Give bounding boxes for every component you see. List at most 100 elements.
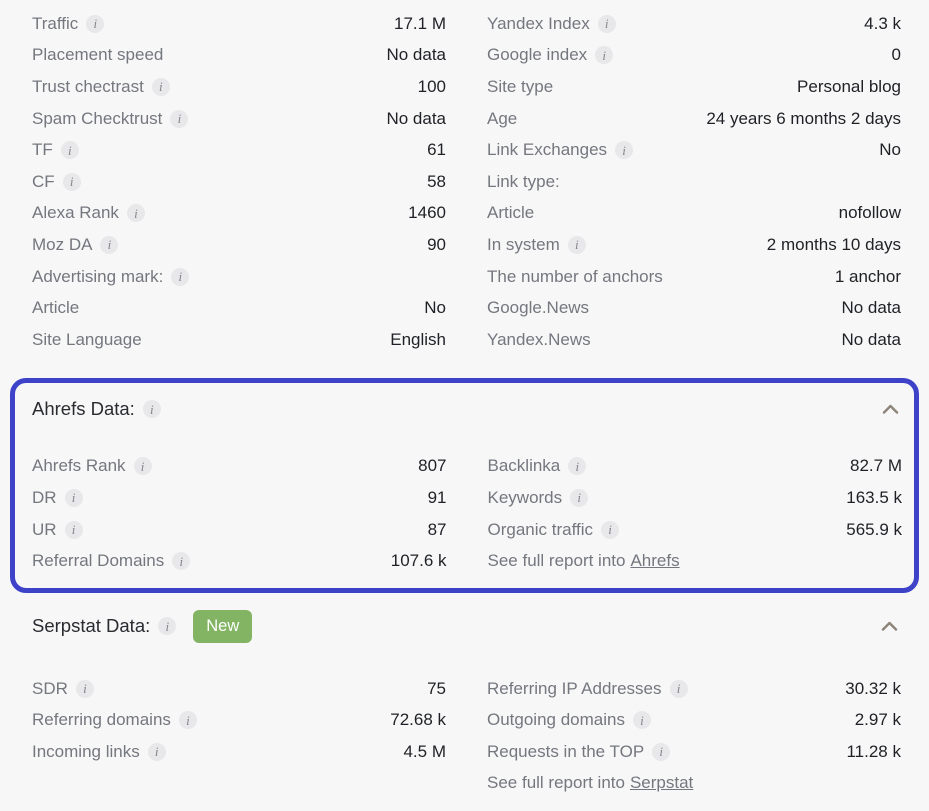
collapse-toggle[interactable] [878, 397, 902, 421]
metric-value: 90 [427, 234, 446, 254]
metric-label: DR [32, 487, 57, 507]
metric-row: Organic traffic i 565.9 k [487, 514, 902, 546]
info-icon[interactable]: i [170, 109, 189, 128]
metric-label: Backlinka [487, 456, 561, 476]
metric-row: Backlinka i 82.7 M [487, 451, 902, 483]
info-icon[interactable]: i [147, 742, 166, 761]
chevron-up-icon [882, 404, 898, 414]
metric-label: Link Exchanges [487, 140, 608, 160]
info-icon[interactable]: i [151, 77, 170, 96]
metric-label: The number of anchors [487, 266, 663, 286]
info-icon[interactable]: i [669, 679, 688, 698]
info-icon[interactable]: i [75, 679, 94, 698]
metric-label: Age [487, 108, 518, 128]
metric-value: 565.9 k [846, 519, 902, 539]
info-icon[interactable]: i [100, 235, 119, 254]
info-icon[interactable]: i [62, 172, 81, 191]
info-icon[interactable]: i [133, 457, 152, 476]
info-icon[interactable]: i [568, 457, 587, 476]
metric-value: 4.5 M [403, 741, 446, 761]
metric-row: Ahrefs Rank i 807 [32, 451, 447, 483]
info-icon[interactable]: i [597, 14, 616, 33]
ahrefs-data-section: Ahrefs Data: i Ahrefs Rank i 807 [10, 377, 919, 593]
metric-label: Organic traffic [487, 519, 594, 539]
info-icon[interactable]: i [615, 141, 634, 160]
metric-row: CF i 58 [32, 166, 446, 198]
metric-label: Requests in the TOP [487, 741, 645, 761]
collapse-toggle[interactable] [877, 614, 901, 638]
metric-label: Google index [487, 45, 588, 65]
info-icon[interactable]: i [178, 711, 197, 730]
metric-value: 107.6 k [390, 551, 447, 571]
metric-value: English [390, 329, 446, 349]
metric-row: Link Exchanges i No [487, 134, 901, 166]
metric-row: Referring IP Addresses i 30.32 k [487, 673, 901, 705]
metric-row: Google index i 0 [487, 40, 901, 72]
metric-row: Article i No [32, 292, 446, 324]
metric-row: Spam Checktrust i No data [32, 103, 446, 135]
metric-row: Advertising mark: i [32, 261, 446, 293]
info-icon[interactable]: i [126, 204, 145, 223]
metric-label: Ahrefs Rank [32, 456, 126, 476]
chevron-up-icon [881, 622, 897, 632]
metric-label: SDR [32, 678, 68, 698]
metric-value: No [424, 298, 446, 318]
serpstat-right-column: Referring IP Addresses i 30.32 k Outgoin… [487, 673, 901, 799]
ahrefs-report-row: See full report into Ahrefs [488, 545, 903, 577]
ahrefs-report-link[interactable]: Ahrefs [630, 551, 680, 571]
metric-row: Incoming links i 4.5 M [32, 736, 446, 768]
metric-label: Site type [487, 76, 554, 96]
info-icon[interactable]: i [86, 14, 105, 33]
metric-row: Trust chectrast i 100 [32, 71, 446, 103]
metric-row: Site type i Personal blog [487, 71, 901, 103]
metric-label: Spam Checktrust [32, 108, 163, 128]
metric-value: No data [841, 298, 901, 318]
info-icon[interactable]: i [601, 520, 620, 539]
metric-value: 72.68 k [390, 710, 446, 730]
metric-row: SDR i 75 [32, 673, 446, 705]
info-icon[interactable]: i [567, 235, 586, 254]
metric-row: Link type: i [487, 166, 901, 198]
serpstat-report-row: See full report into Serpstat [487, 768, 901, 800]
info-icon[interactable]: i [64, 488, 83, 507]
metric-value: 30.32 k [845, 678, 901, 698]
metric-value: 82.7 M [850, 456, 902, 476]
metric-row: Yandex Index i 4.3 k [487, 8, 901, 40]
info-icon[interactable]: i [158, 617, 177, 636]
metric-label: Traffic [32, 13, 79, 33]
metric-row: Keywords i 163.5 k [488, 482, 902, 514]
serpstat-report-link[interactable]: Serpstat [629, 773, 694, 793]
info-icon[interactable]: i [142, 400, 161, 419]
metric-value: Personal blog [797, 76, 901, 96]
metric-value: 91 [427, 487, 447, 507]
metric-row: Requests in the TOP i 11.28 k [487, 736, 901, 768]
serpstat-data-section: Serpstat Data: i New SDR i 75 [0, 593, 929, 799]
info-icon[interactable]: i [595, 46, 614, 65]
info-icon[interactable]: i [172, 552, 191, 571]
metric-value: 1 anchor [834, 266, 901, 286]
section-title: Ahrefs Data: [32, 398, 135, 420]
metric-row: Site Language i English [32, 324, 446, 356]
ahrefs-left-column: Ahrefs Rank i 807 DR i 91 [32, 451, 447, 577]
info-icon[interactable]: i [60, 141, 79, 160]
info-icon[interactable]: i [632, 711, 651, 730]
info-icon[interactable]: i [64, 520, 83, 539]
general-metrics-left-column: Traffic i 17.1 M Placement speed i No da… [32, 8, 446, 356]
metric-label: CF [32, 171, 55, 191]
report-prefix: See full report into [487, 773, 625, 793]
metric-row: The number of anchors i 1 anchor [487, 261, 901, 293]
metric-label: TF [32, 140, 53, 160]
metric-row: TF i 61 [32, 134, 446, 166]
metric-row: Moz DA i 90 [32, 229, 446, 261]
info-icon[interactable]: i [570, 488, 589, 507]
info-icon[interactable]: i [171, 267, 190, 286]
metric-row: Outgoing domains i 2.97 k [487, 705, 901, 737]
info-icon[interactable]: i [652, 742, 671, 761]
metric-label: Article [32, 298, 80, 318]
metric-value: 75 [427, 678, 446, 698]
metric-value: 100 [417, 76, 446, 96]
metric-value: 11.28 k [846, 741, 901, 761]
metric-row: Referral Domains i 107.6 k [32, 545, 447, 577]
metric-row: Placement speed i No data [32, 40, 446, 72]
metric-value: 1460 [408, 203, 446, 223]
